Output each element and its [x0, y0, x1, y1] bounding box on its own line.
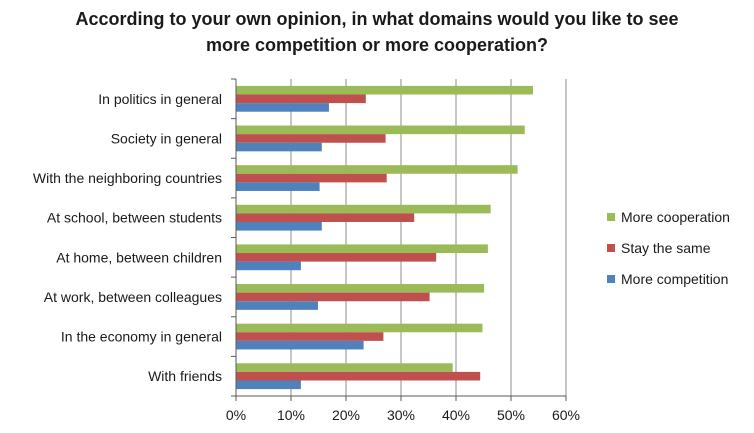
x-tick-label: 60%: [552, 407, 580, 423]
legend-label: More competition: [621, 271, 728, 287]
legend-label: Stay the same: [621, 240, 711, 256]
bar: [236, 204, 491, 214]
bar: [236, 85, 533, 95]
bar: [236, 284, 485, 293]
bar: [236, 213, 415, 222]
category-label: Society in general: [111, 130, 222, 146]
x-tick-label: 50%: [497, 407, 525, 423]
category-label: In politics in general: [98, 91, 222, 107]
bar: [236, 363, 453, 372]
legend-label: More cooperation: [621, 209, 730, 225]
x-tick-label: 30%: [387, 407, 415, 423]
bar: [236, 261, 301, 271]
bar: [236, 142, 322, 152]
bar: [236, 380, 301, 390]
category-label: At school, between students: [47, 210, 222, 226]
bar: [236, 182, 320, 191]
chart-title: According to your own opinion, in what d…: [0, 6, 754, 58]
bar: [236, 94, 366, 104]
bar: [236, 244, 488, 254]
bar: [236, 165, 518, 174]
bar: [236, 340, 364, 350]
bar: [236, 253, 437, 262]
category-label: With the neighboring countries: [33, 170, 222, 186]
bar: [236, 103, 329, 112]
bar: [236, 301, 318, 310]
x-tick-label: 10%: [277, 407, 305, 423]
legend-swatch: [607, 244, 615, 252]
chart-title-line-2: more competition or more cooperation?: [205, 35, 549, 55]
bar: [236, 173, 387, 183]
legend-swatch: [607, 275, 615, 283]
category-label: At work, between colleagues: [44, 289, 222, 305]
bar: [236, 371, 481, 381]
x-tick-label: 40%: [442, 407, 470, 423]
bar: [236, 125, 525, 135]
bar: [236, 134, 386, 143]
x-tick-label: 20%: [332, 407, 360, 423]
bar: [236, 221, 322, 231]
bar: [236, 332, 384, 341]
bar: [236, 323, 483, 333]
category-label: At home, between children: [56, 249, 222, 265]
category-label: In the economy in general: [61, 329, 222, 345]
chart-title-line-1: According to your own opinion, in what d…: [75, 9, 679, 29]
legend-swatch: [607, 213, 615, 221]
category-label: With friends: [148, 368, 222, 384]
x-tick-label: 0%: [226, 407, 246, 423]
bar: [236, 292, 430, 302]
